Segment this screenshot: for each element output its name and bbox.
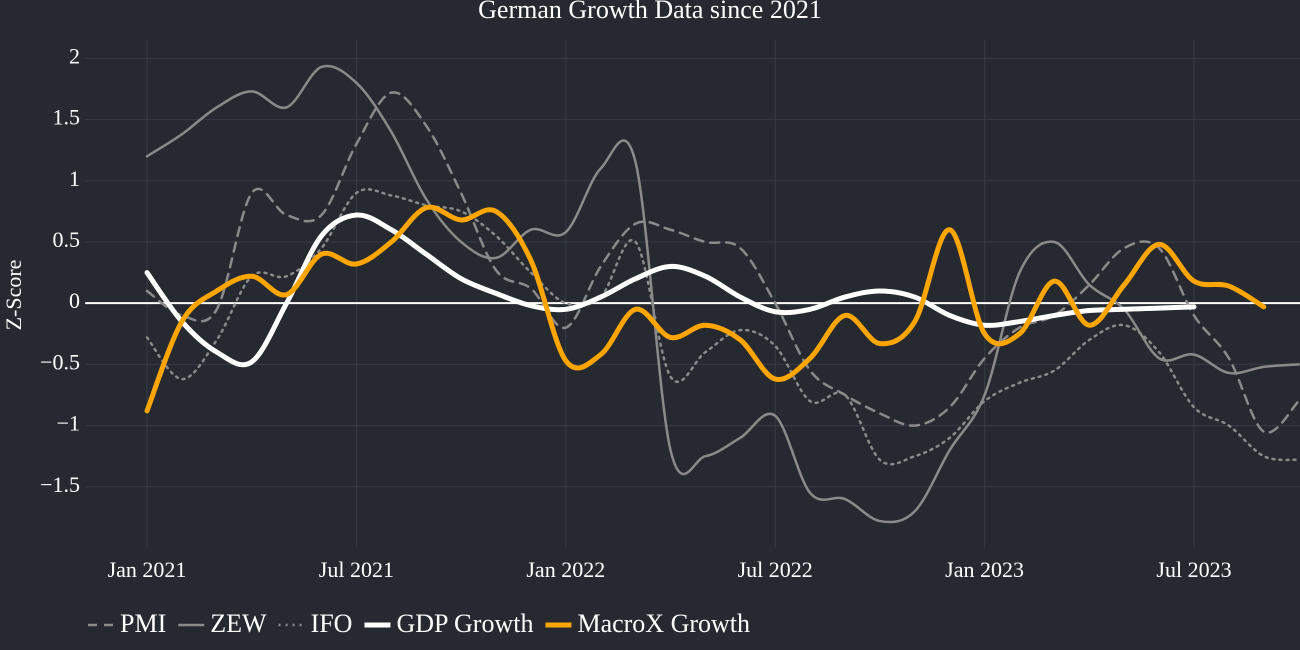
y-tick-label: −1.5 [40, 472, 80, 497]
series-line [145, 91, 1300, 434]
legend-label: GDP Growth [396, 609, 533, 638]
y-tick-label: 1.5 [53, 105, 81, 130]
x-tick-label: Jan 2021 [108, 557, 187, 582]
series-line [145, 64, 1300, 524]
legend-label: ZEW [210, 609, 267, 638]
y-tick-label: −0.5 [40, 349, 80, 374]
x-tick-label: Jan 2022 [526, 557, 605, 582]
y-axis-label: Z-Score [1, 260, 26, 331]
legend-label: MacroX Growth [577, 609, 750, 638]
x-tick-label: Jul 2023 [1156, 557, 1231, 582]
legend-item: GDP Growth [364, 609, 533, 638]
legend-label: IFO [311, 609, 353, 638]
x-tick-label: Jan 2023 [945, 557, 1024, 582]
x-tick-label: Jul 2022 [738, 557, 813, 582]
x-tick-label: Jul 2021 [319, 557, 394, 582]
y-tick-label: 0.5 [53, 227, 81, 252]
legend-item: MacroX Growth [545, 609, 750, 638]
y-tick-label: 1 [69, 166, 80, 191]
y-tick-label: −1 [57, 411, 80, 436]
legend-item: IFO [278, 609, 353, 638]
y-tick-label: 2 [69, 43, 80, 68]
chart-title: German Growth Data since 2021 [478, 0, 822, 24]
series-line [144, 212, 1197, 368]
series-line [144, 204, 1267, 414]
series-line [145, 188, 1300, 466]
y-tick-label: 0 [69, 288, 80, 313]
legend-item: PMI [88, 609, 166, 638]
legend-label: PMI [120, 609, 166, 638]
legend-item: ZEW [178, 609, 267, 638]
